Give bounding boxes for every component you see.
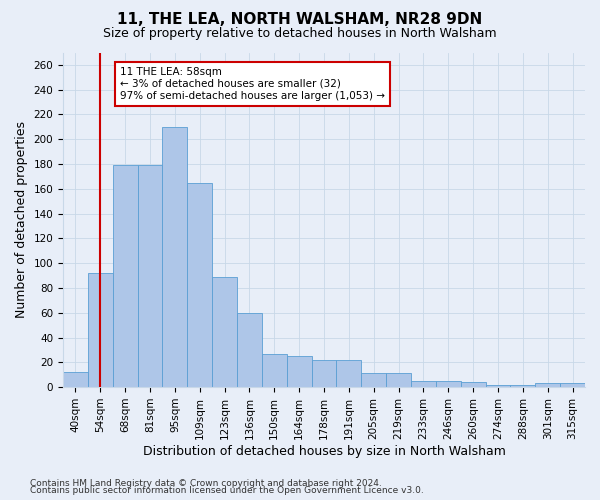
Bar	[535, 384, 560, 387]
Bar	[485, 384, 511, 387]
Bar	[411, 381, 436, 387]
Text: Contains HM Land Registry data © Crown copyright and database right 2024.: Contains HM Land Registry data © Crown c…	[30, 478, 382, 488]
Text: Size of property relative to detached houses in North Walsham: Size of property relative to detached ho…	[103, 28, 497, 40]
Bar	[187, 182, 212, 387]
Bar	[337, 360, 361, 387]
Bar	[436, 381, 461, 387]
Bar	[386, 374, 411, 387]
Bar	[511, 384, 535, 387]
Bar	[287, 356, 311, 387]
Bar	[88, 273, 113, 387]
X-axis label: Distribution of detached houses by size in North Walsham: Distribution of detached houses by size …	[143, 444, 505, 458]
Text: 11, THE LEA, NORTH WALSHAM, NR28 9DN: 11, THE LEA, NORTH WALSHAM, NR28 9DN	[118, 12, 482, 28]
Bar	[63, 372, 88, 387]
Bar	[262, 354, 287, 387]
Bar	[212, 277, 237, 387]
Bar	[137, 166, 163, 387]
Y-axis label: Number of detached properties: Number of detached properties	[15, 122, 28, 318]
Bar	[361, 374, 386, 387]
Bar	[461, 382, 485, 387]
Bar	[163, 127, 187, 387]
Text: Contains public sector information licensed under the Open Government Licence v3: Contains public sector information licen…	[30, 486, 424, 495]
Bar	[560, 384, 585, 387]
Bar	[237, 312, 262, 387]
Bar	[113, 166, 137, 387]
Text: 11 THE LEA: 58sqm
← 3% of detached houses are smaller (32)
97% of semi-detached : 11 THE LEA: 58sqm ← 3% of detached house…	[120, 68, 385, 100]
Bar	[311, 360, 337, 387]
